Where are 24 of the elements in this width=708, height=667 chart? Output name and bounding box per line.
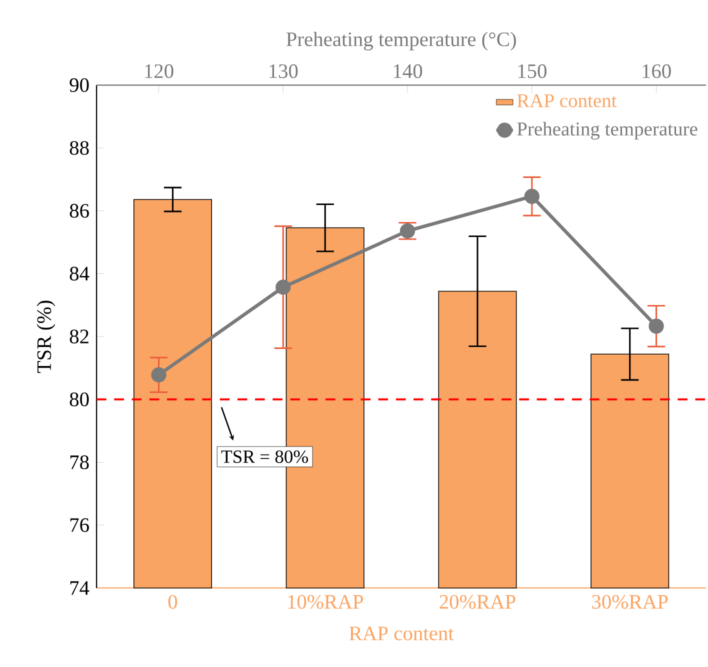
y-axis-title: TSR (%) bbox=[36, 300, 56, 373]
y-tick-label: 84 bbox=[70, 266, 90, 280]
y-tick-label: 80 bbox=[70, 392, 89, 406]
x-tick-label: 0 bbox=[168, 594, 178, 609]
y-tick-label: 78 bbox=[70, 455, 89, 470]
legend-label: RAP content bbox=[517, 94, 617, 108]
x2-tick-label: 120 bbox=[145, 64, 174, 78]
x-tick-label: 30%RAP bbox=[592, 594, 668, 609]
y-tick-label: 86 bbox=[70, 204, 89, 218]
x2-tick-label: 130 bbox=[270, 64, 298, 78]
x-tick-label: 20%RAP bbox=[440, 594, 516, 609]
x-axis-title: RAP content bbox=[349, 626, 454, 640]
y-tick-label: 88 bbox=[70, 140, 89, 155]
y-tick-label: 90 bbox=[70, 78, 89, 92]
x2-tick-label: 140 bbox=[394, 64, 422, 78]
x2-tick-label: 160 bbox=[642, 64, 671, 78]
y-tick-label: 76 bbox=[70, 518, 89, 532]
x2-axis-title: Preheating temperature (°C) bbox=[286, 32, 516, 50]
y-tick-label: 74 bbox=[70, 581, 90, 595]
legend-label: Preheating temperature bbox=[517, 122, 698, 140]
ref-line-label: TSR = 80% bbox=[221, 450, 308, 463]
x2-tick-label: 150 bbox=[518, 64, 546, 78]
y-tick-label: 82 bbox=[70, 330, 88, 344]
x-tick-label: 10%RAP bbox=[288, 594, 363, 609]
